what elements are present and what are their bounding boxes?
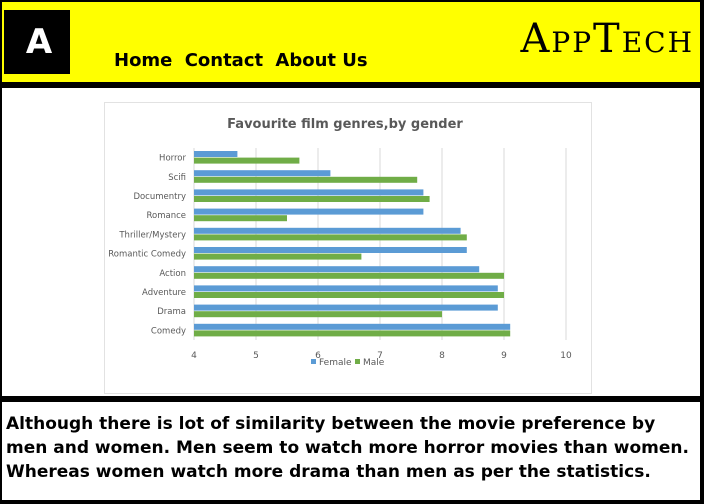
bar-male: [194, 330, 511, 337]
category-label: Horror: [159, 154, 186, 164]
bar-female: [194, 151, 238, 157]
category-label: Romantic Comedy: [108, 250, 186, 260]
bar-female: [194, 247, 467, 253]
x-tick-label: 5: [253, 351, 259, 361]
bar-male: [194, 272, 504, 279]
nav-menu: Home Contact About Us: [114, 50, 374, 71]
legend-swatch: [355, 359, 360, 364]
chart-card: Favourite film genres,by gender 4 5 6 7 8 9 10…: [104, 102, 592, 394]
category-label: Scifi: [168, 173, 186, 183]
bar-female: [194, 189, 424, 196]
legend-label: Female: [319, 358, 352, 368]
nav-home[interactable]: Home: [114, 50, 173, 71]
bar-female: [194, 266, 480, 273]
x-tick-label: 4: [191, 351, 197, 361]
chart-title: Favourite film genres,by gender: [227, 117, 463, 132]
caption-text: Although there is lot of similarity betw…: [6, 414, 689, 482]
logo-text: A: [25, 22, 52, 62]
logo[interactable]: A: [4, 10, 70, 74]
nav-about-us[interactable]: About Us: [275, 50, 368, 71]
caption-panel: Although there is lot of similarity betw…: [2, 402, 700, 500]
bar-female: [194, 285, 498, 292]
bar-male: [194, 253, 362, 260]
bar-male: [194, 234, 467, 241]
bar-female: [194, 323, 511, 330]
category-label: Thriller/Mystery: [118, 230, 186, 240]
bar-female: [194, 304, 498, 311]
x-tick-label: 8: [439, 351, 445, 361]
category-label: Adventure: [142, 288, 186, 298]
x-tick-label: 7: [377, 351, 383, 361]
category-label: Documentry: [133, 192, 186, 202]
nav-contact[interactable]: Contact: [184, 50, 264, 71]
page-frame: A Home Contact About Us AppTech Favourit…: [2, 2, 700, 500]
bar-male: [194, 176, 418, 183]
x-tick-label: 9: [501, 351, 507, 361]
brand-title: AppTech: [520, 16, 694, 62]
bar-male: [194, 292, 504, 298]
bar-male: [194, 215, 287, 222]
bar-female: [194, 208, 424, 215]
bar-chart: Favourite film genres,by gender 4 5 6 7 8 9 10…: [108, 117, 572, 368]
legend-label: Male: [363, 358, 385, 368]
category-label: Drama: [157, 307, 186, 317]
bar-male: [194, 196, 430, 202]
bar-female: [194, 170, 331, 177]
category-label: Comedy: [151, 326, 186, 336]
bar-male: [194, 157, 300, 164]
x-tick-label: 10: [560, 351, 572, 361]
bar-male: [194, 311, 442, 318]
x-tick-label: 6: [315, 351, 321, 361]
header-bar: A Home Contact About Us AppTech: [2, 2, 700, 82]
content-area: Favourite film genres,by gender 4 5 6 7 8 9 10…: [2, 88, 700, 396]
category-label: Action: [159, 269, 186, 279]
bar-female: [194, 227, 461, 234]
legend-swatch: [311, 359, 316, 364]
category-label: Romance: [146, 211, 186, 221]
